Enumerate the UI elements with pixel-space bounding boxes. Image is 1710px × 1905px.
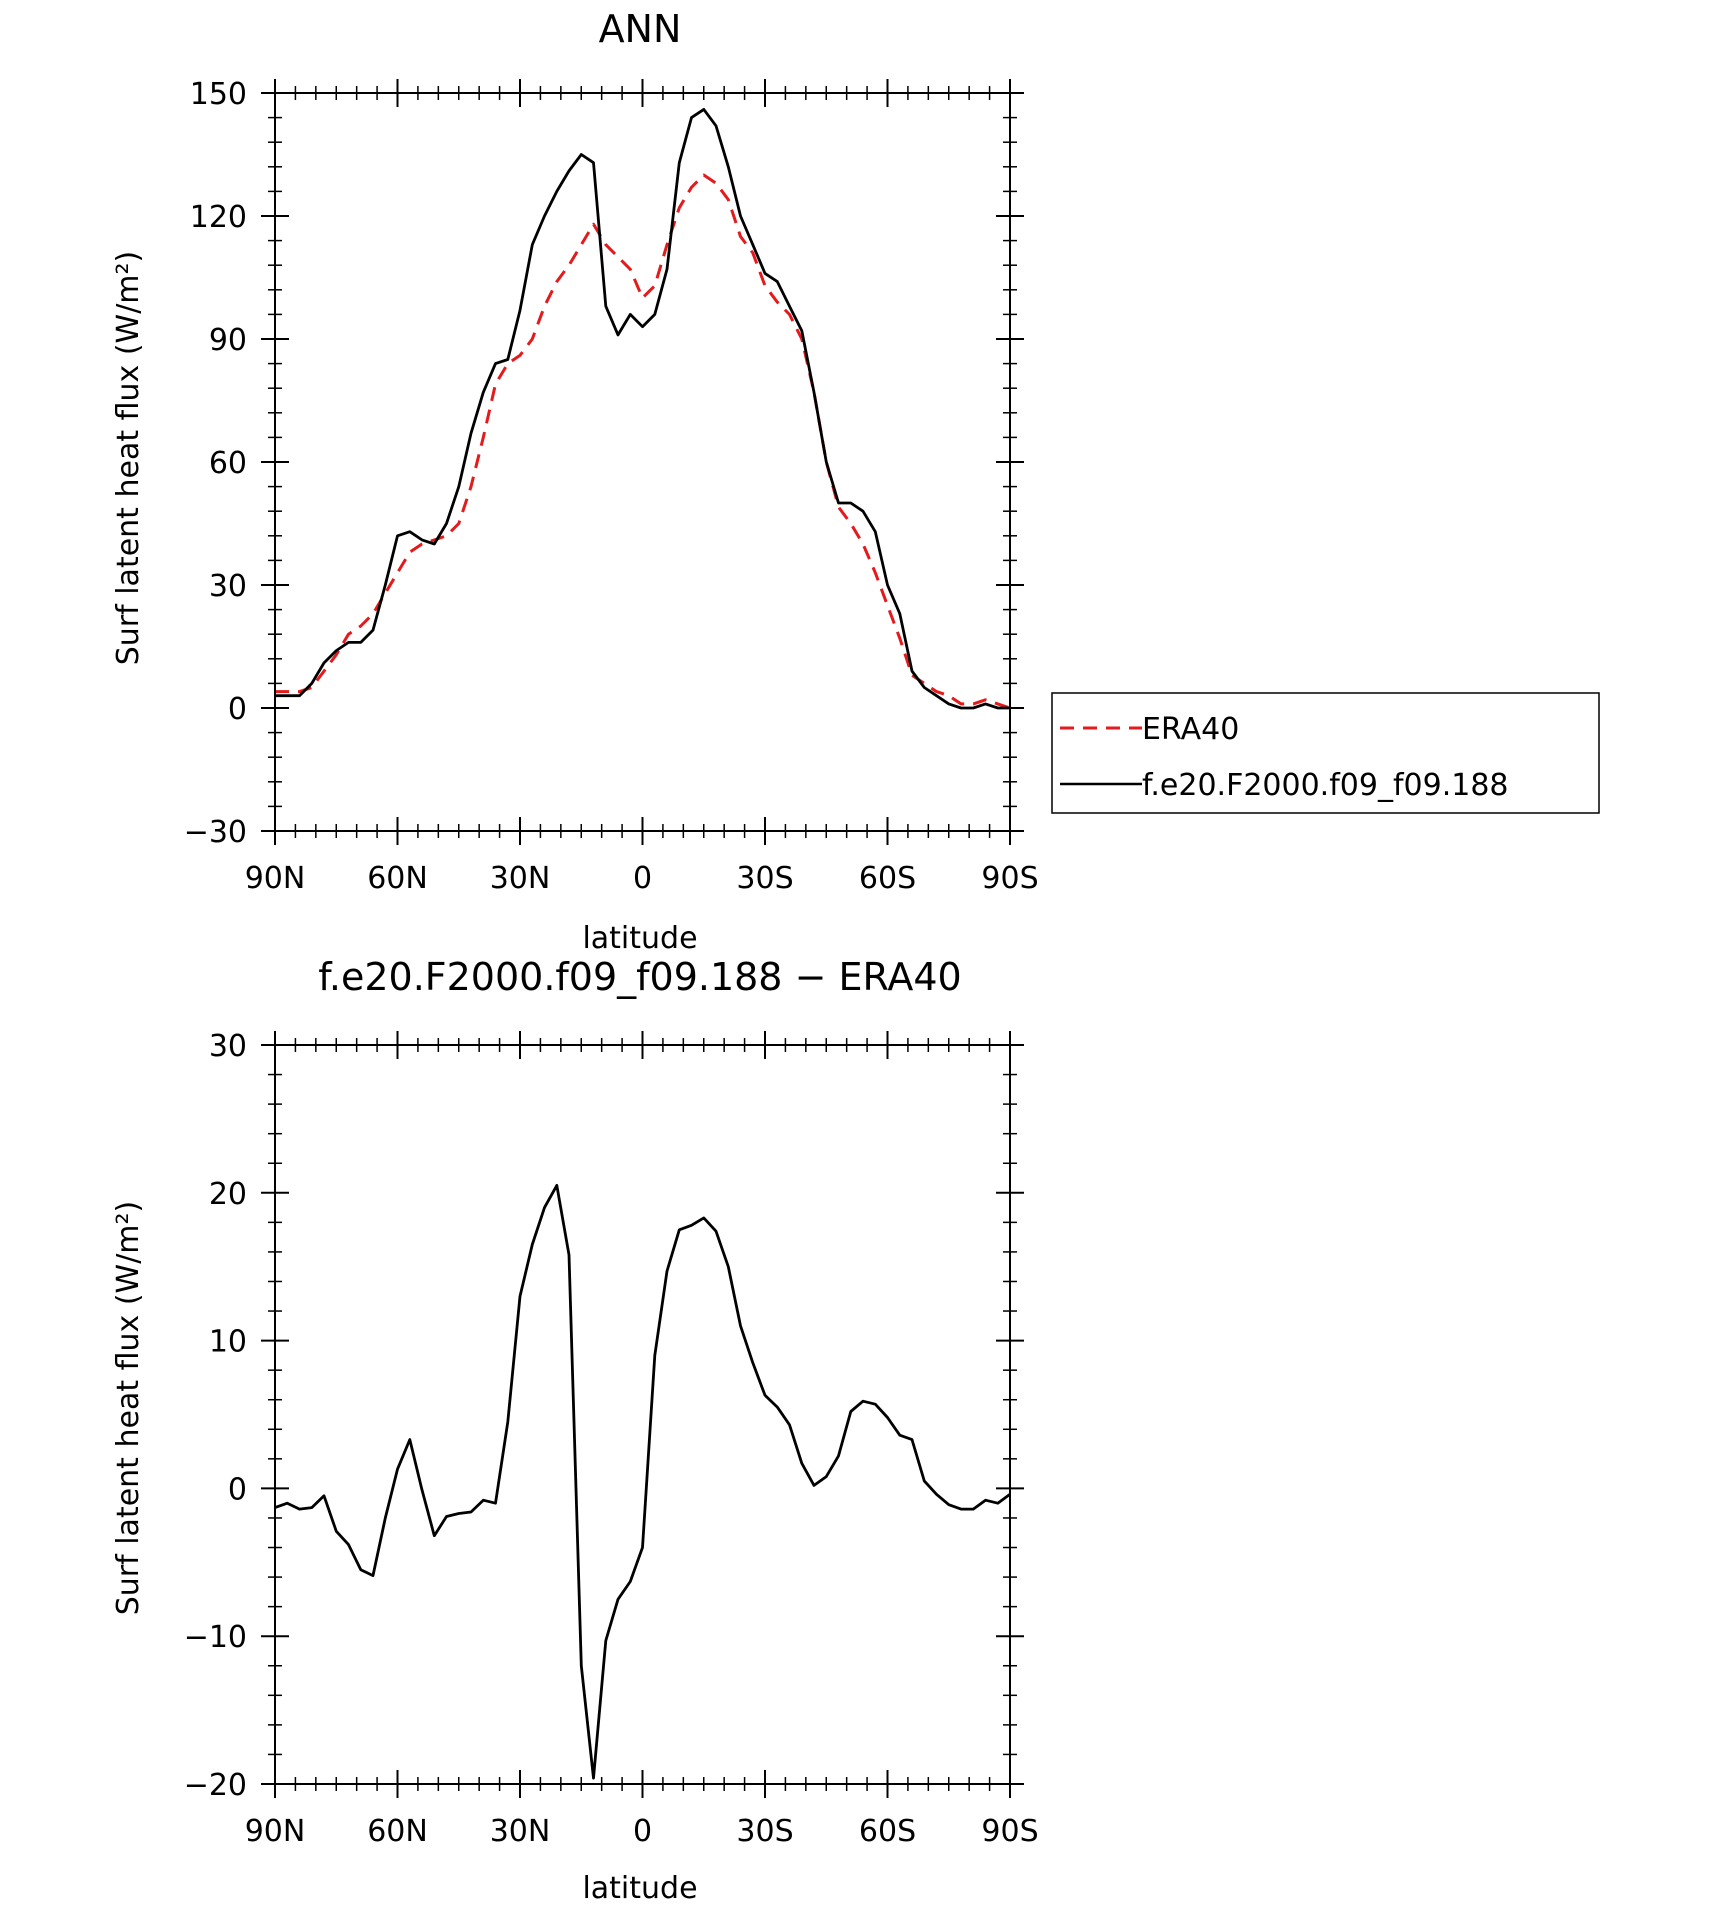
bottom-x-axis-label: latitude	[582, 1871, 697, 1905]
top-model-line	[275, 108, 1010, 710]
bottom-y-tick-label: −20	[184, 1768, 247, 1803]
top-x-tick-label: 60N	[367, 861, 428, 896]
top-x-tick-label: 30S	[736, 861, 793, 896]
bottom-x-tick-label: 0	[633, 1814, 652, 1849]
top-y-tick-label: 120	[190, 200, 247, 235]
top-x-axis-label: latitude	[582, 921, 697, 956]
top-plot-frame	[274, 92, 1011, 832]
top-plot-content	[275, 108, 1011, 710]
legend: ERA40 f.e20.F2000.f09_f09.188	[1051, 692, 1600, 814]
top-axes: −30 0 30 60 90 120 150 90N 60N 30N 0 30S 60S 90S	[184, 77, 1039, 896]
bottom-x-tick-label: 90S	[981, 1814, 1038, 1849]
top-chart-title: ANN	[599, 7, 682, 51]
top-y-tick-label: −30	[184, 815, 247, 850]
bottom-panel: f.e20.F2000.f09_f09.188 − ERA40 Surf lat…	[111, 955, 1039, 1905]
legend-era40-label: ERA40	[1142, 712, 1239, 747]
top-x-tick-label: 90N	[245, 861, 306, 896]
bottom-x-tick-label: 30N	[490, 1814, 551, 1849]
bottom-axes: −20 −10 0 10 20 30 90N 60N 30N 0 30S 60S 90S	[184, 1029, 1039, 1849]
bottom-plot-frame	[274, 1044, 1011, 1785]
top-panel: ANN Surf latent heat flux (W/m²) latitud…	[111, 7, 1039, 956]
top-y-tick-label: 0	[228, 692, 247, 727]
bottom-y-tick-label: −10	[184, 1620, 247, 1655]
top-y-tick-label: 30	[209, 569, 247, 604]
bottom-y-tick-label: 30	[209, 1029, 247, 1064]
legend-box	[1051, 692, 1600, 814]
top-era40-line	[275, 173, 1011, 710]
bottom-y-tick-label: 0	[228, 1472, 247, 1507]
bottom-y-tick-label: 20	[209, 1177, 247, 1212]
bottom-x-tick-label: 30S	[736, 1814, 793, 1849]
bottom-x-tick-label: 60N	[367, 1814, 428, 1849]
top-x-tick-label: 60S	[859, 861, 916, 896]
top-x-tick-label: 90S	[981, 861, 1038, 896]
top-y-tick-label: 90	[209, 323, 247, 358]
bottom-difference-line	[274, 1184, 1011, 1780]
bottom-chart-title: f.e20.F2000.f09_f09.188 − ERA40	[318, 955, 961, 999]
bottom-y-axis-label: Surf latent heat flux (W/m²)	[111, 1201, 146, 1616]
top-y-axis-label: Surf latent heat flux (W/m²)	[111, 251, 146, 666]
legend-model-label: f.e20.F2000.f09_f09.188	[1142, 768, 1509, 803]
top-y-tick-label: 150	[190, 77, 247, 112]
top-x-tick-label: 0	[633, 861, 652, 896]
bottom-plot-content	[274, 1184, 1011, 1780]
bottom-x-tick-label: 60S	[859, 1814, 916, 1849]
top-y-tick-label: 60	[209, 446, 247, 481]
bottom-x-tick-label: 90N	[245, 1814, 306, 1849]
top-x-tick-label: 30N	[490, 861, 551, 896]
bottom-y-tick-label: 10	[209, 1325, 247, 1360]
